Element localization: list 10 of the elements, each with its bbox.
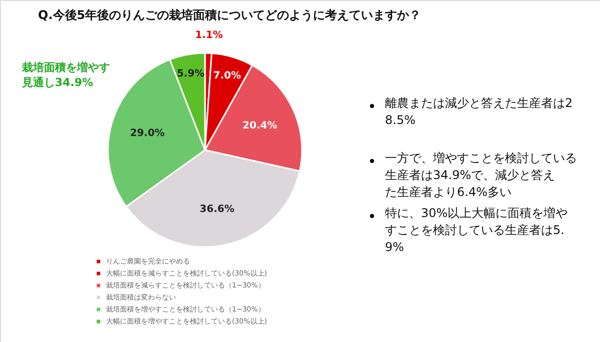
text: 栽培面積を増やす見通し34.9%: [21, 61, 110, 89]
text: 離農または減少と答えた生産者は28.5%: [385, 96, 573, 127]
text: 特に、30%以上大幅に面積を増やすことを検討している生産者は5.9%: [385, 206, 568, 254]
data-label: 29.0%: [130, 128, 165, 139]
data-label: 20.4%: [242, 120, 278, 132]
chart-title: Q.今後5年後のりんごの栽培面積についてどのように考えていますか？: [38, 8, 422, 22]
data-label: 1.1%: [195, 30, 223, 42]
text: 一方で、増やすことを検討している生産者は34.9%で、減少と答えた生産者より6.4%多い: [385, 151, 577, 199]
data-label: 36.6%: [200, 204, 234, 215]
data-label: 7.0%: [213, 70, 241, 82]
